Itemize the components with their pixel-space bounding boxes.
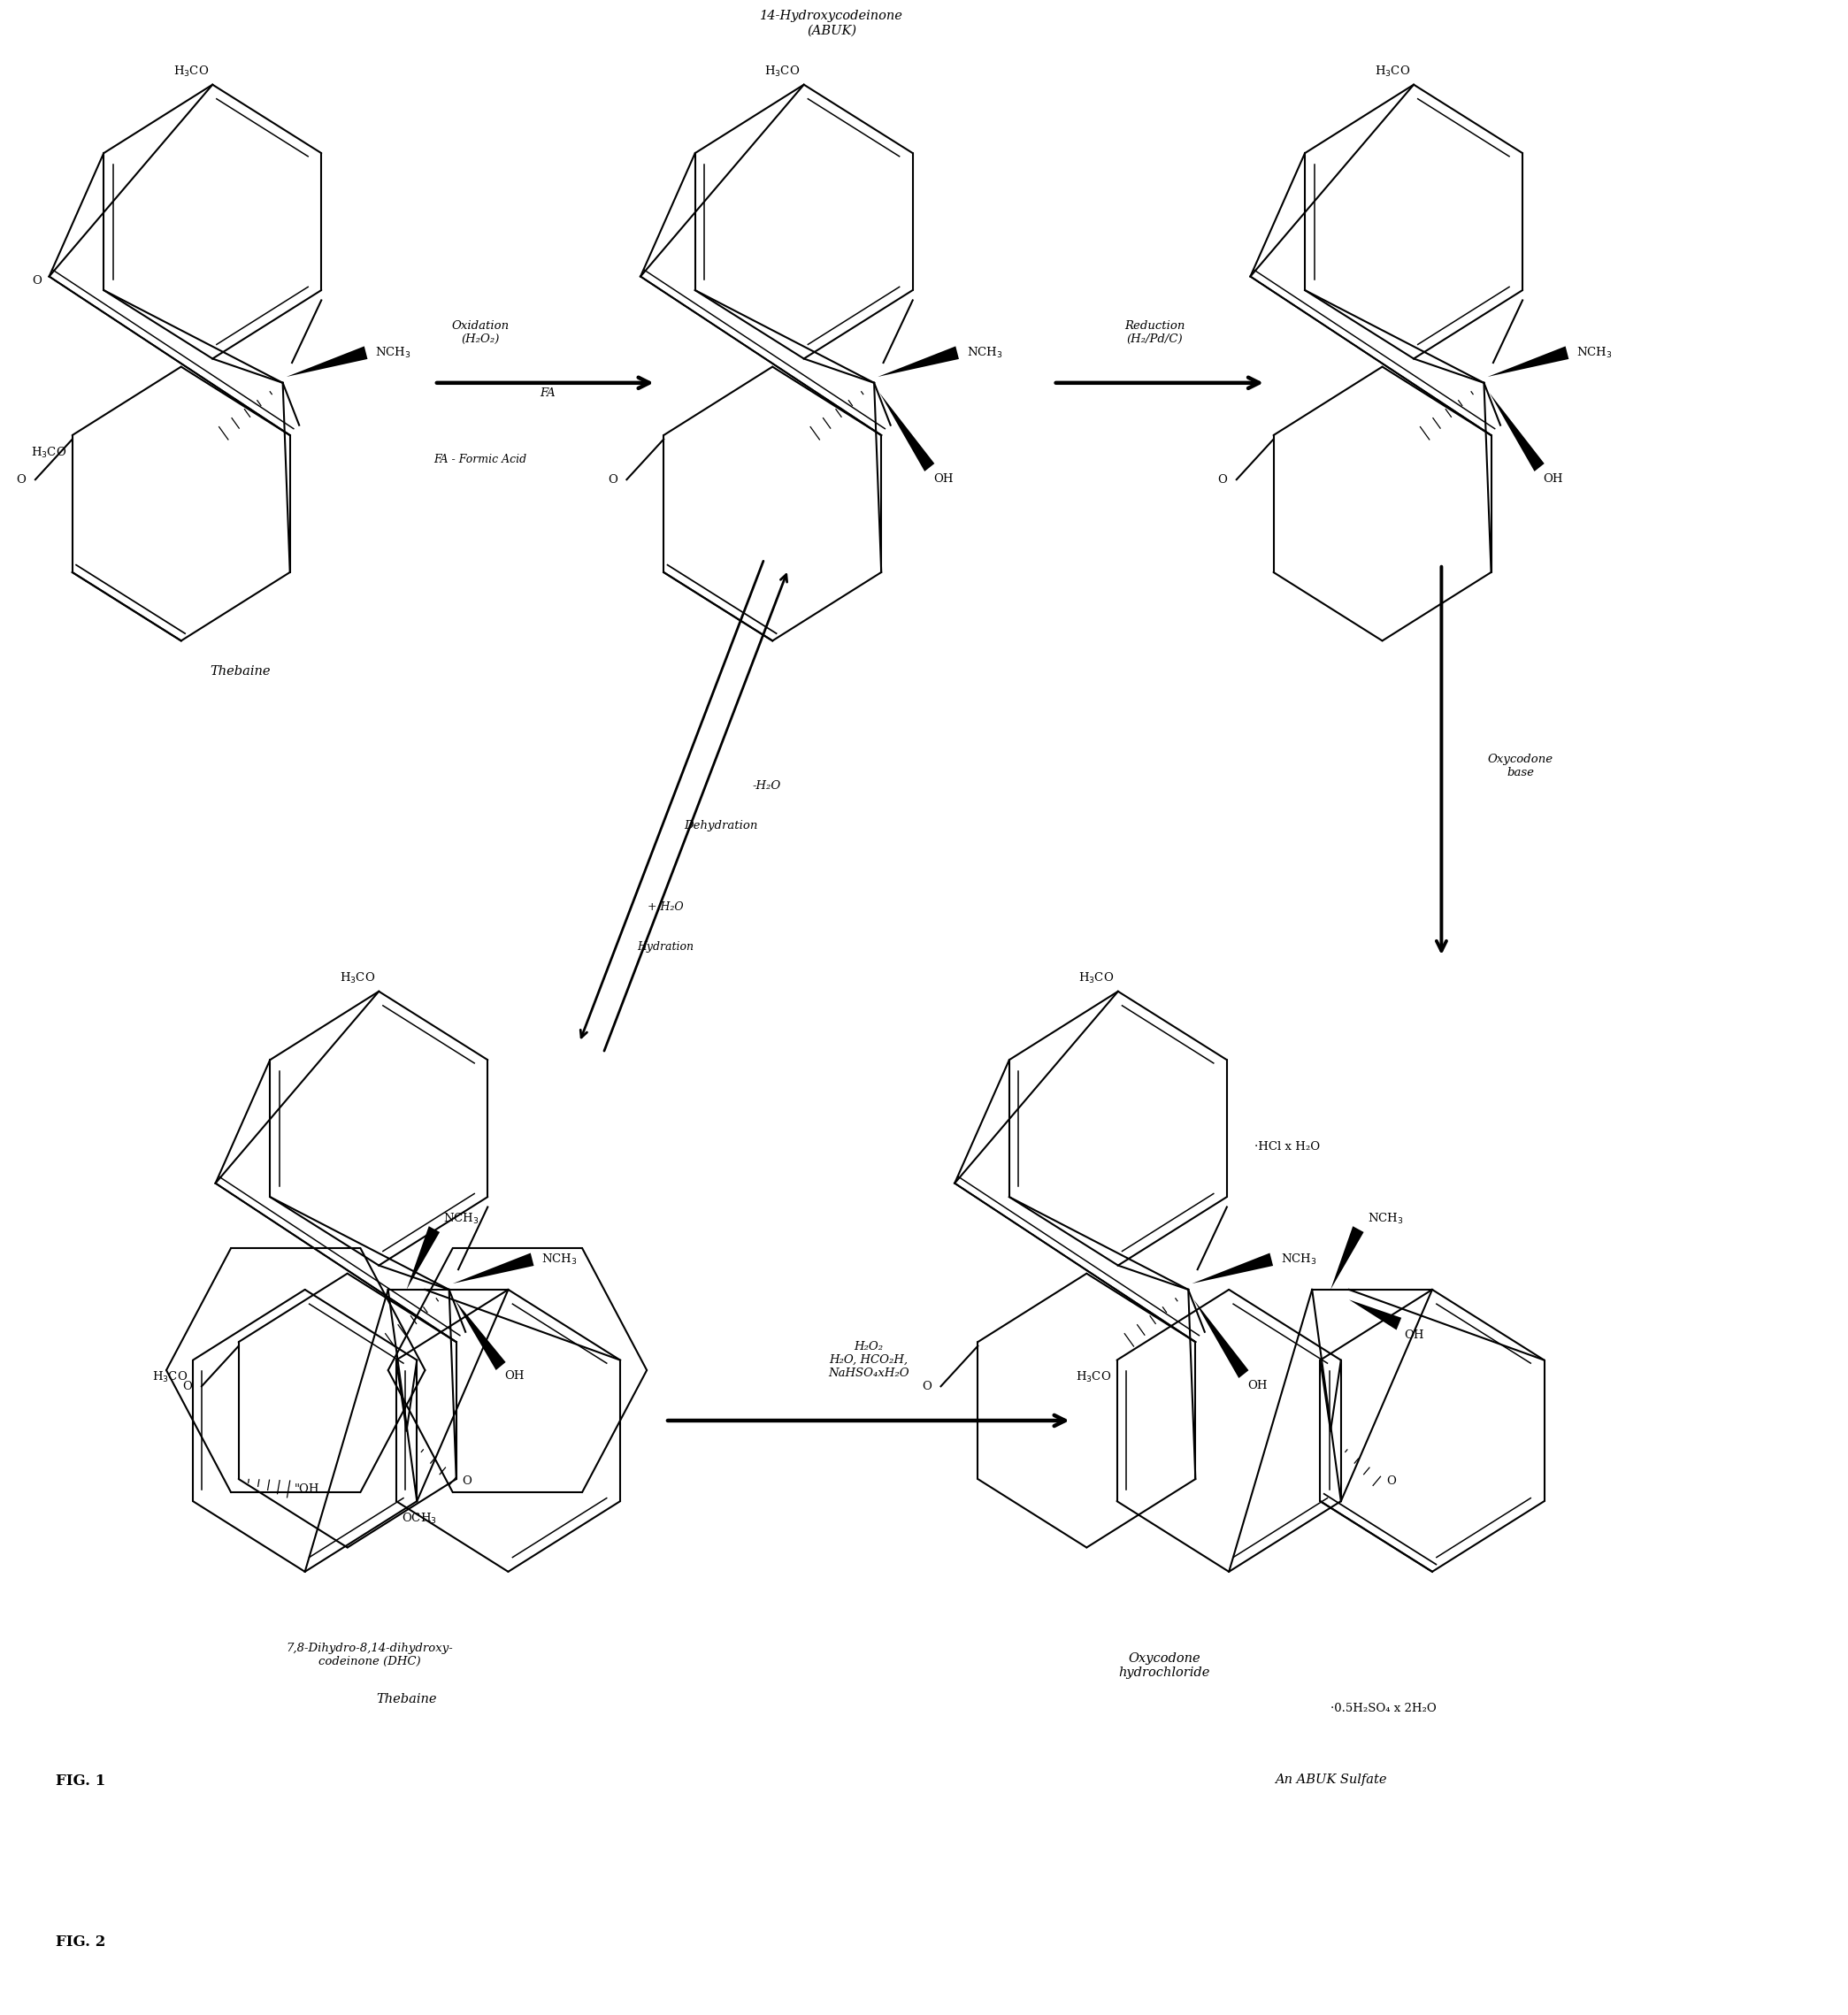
Polygon shape [1489, 393, 1545, 472]
Text: O: O [462, 1475, 471, 1487]
Text: ·HCl x H₂O: ·HCl x H₂O [1255, 1140, 1319, 1153]
Polygon shape [1192, 1253, 1273, 1284]
Text: NCH$_3$: NCH$_3$ [1368, 1211, 1403, 1227]
Text: H$_3$CO: H$_3$CO [1375, 64, 1410, 79]
Polygon shape [286, 347, 368, 377]
Polygon shape [880, 393, 935, 472]
Text: Hydration: Hydration [638, 941, 693, 953]
Text: 14-Hydroxycodeinone
(ABUK): 14-Hydroxycodeinone (ABUK) [760, 10, 904, 36]
Text: H$_3$CO: H$_3$CO [174, 64, 209, 79]
Polygon shape [407, 1227, 440, 1290]
Text: NCH$_3$: NCH$_3$ [1281, 1251, 1316, 1267]
Text: O: O [608, 474, 617, 486]
Text: H$_3$CO: H$_3$CO [152, 1370, 187, 1384]
Text: FA: FA [540, 387, 554, 399]
Text: O: O [31, 274, 43, 286]
Text: + H₂O: + H₂O [647, 901, 684, 913]
Text: O: O [183, 1380, 192, 1392]
Text: OH: OH [1404, 1330, 1425, 1342]
Text: Thebaine: Thebaine [211, 665, 270, 677]
Text: O: O [1218, 474, 1227, 486]
Text: O: O [17, 474, 26, 486]
Text: H$_3$CO: H$_3$CO [340, 971, 375, 985]
Text: An ABUK Sulfate: An ABUK Sulfate [1275, 1773, 1386, 1785]
Polygon shape [455, 1300, 506, 1370]
Text: OH: OH [1543, 474, 1563, 486]
Text: Oxycodone
base: Oxycodone base [1488, 754, 1552, 778]
Polygon shape [1488, 347, 1569, 377]
Polygon shape [1194, 1300, 1249, 1378]
Text: NCH$_3$: NCH$_3$ [444, 1211, 479, 1227]
Text: H$_3$CO: H$_3$CO [1076, 1370, 1111, 1384]
Text: NCH$_3$: NCH$_3$ [541, 1251, 577, 1267]
Text: Dehydration: Dehydration [684, 820, 758, 832]
Text: FIG. 2: FIG. 2 [55, 1934, 105, 1949]
Text: O: O [922, 1380, 931, 1392]
Polygon shape [1331, 1227, 1364, 1290]
Text: "OH: "OH [294, 1483, 320, 1495]
Polygon shape [453, 1253, 534, 1284]
Text: H$_3$CO: H$_3$CO [31, 445, 67, 459]
Text: Reduction
(H₂/Pd/C): Reduction (H₂/Pd/C) [1125, 320, 1185, 345]
Text: NCH$_3$: NCH$_3$ [375, 345, 410, 361]
Text: OH: OH [933, 474, 954, 486]
Text: H$_3$CO: H$_3$CO [765, 64, 800, 79]
Text: NCH$_3$: NCH$_3$ [967, 345, 1002, 361]
Text: Oxycodone
hydrochloride: Oxycodone hydrochloride [1118, 1652, 1210, 1678]
Text: H$_3$CO: H$_3$CO [1079, 971, 1114, 985]
Text: OH: OH [1247, 1380, 1268, 1392]
Text: OH: OH [505, 1370, 525, 1382]
Text: OCH$_3$: OCH$_3$ [401, 1511, 436, 1525]
Text: O: O [1386, 1475, 1395, 1487]
Text: NCH$_3$: NCH$_3$ [1576, 345, 1611, 361]
Polygon shape [1349, 1300, 1401, 1330]
Text: FA - Formic Acid: FA - Formic Acid [434, 453, 527, 465]
Text: FIG. 1: FIG. 1 [55, 1773, 105, 1787]
Text: H₂O₂
H₂O, HCO₂H,
NaHSO₄xH₂O: H₂O₂ H₂O, HCO₂H, NaHSO₄xH₂O [828, 1342, 909, 1378]
Text: -H₂O: -H₂O [752, 780, 782, 792]
Text: Thebaine: Thebaine [377, 1693, 436, 1705]
Text: 7,8-Dihydro-8,14-dihydroxy-
codeinone (DHC): 7,8-Dihydro-8,14-dihydroxy- codeinone (D… [286, 1642, 453, 1666]
Polygon shape [878, 347, 959, 377]
Text: ·0.5H₂SO₄ x 2H₂O: ·0.5H₂SO₄ x 2H₂O [1331, 1703, 1436, 1715]
Text: Oxidation
(H₂O₂): Oxidation (H₂O₂) [451, 320, 510, 345]
